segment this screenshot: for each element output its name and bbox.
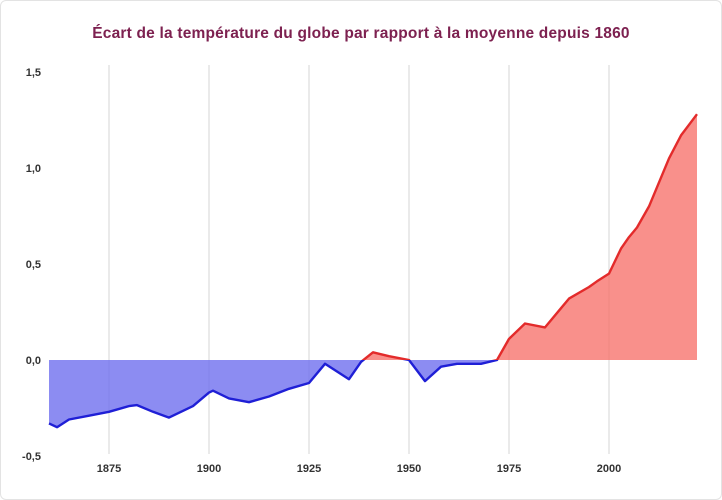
x-axis-tick-label: 1975 <box>497 463 521 475</box>
area-above-average <box>49 114 697 360</box>
x-axis-tick-label: 1900 <box>197 463 221 475</box>
x-axis-tick-label: 1950 <box>397 463 421 475</box>
x-axis-tick-label: 1875 <box>97 463 121 475</box>
area-below-average <box>49 360 697 428</box>
y-axis-tick-label: 0,5 <box>26 259 41 271</box>
x-axis-tick-label: 1925 <box>297 463 321 475</box>
chart-title: Écart de la température du globe par rap… <box>92 25 630 42</box>
temperature-line-negative <box>48 360 499 429</box>
y-axis-tick-label: 0,0 <box>26 355 41 367</box>
temperature-line-positive <box>361 113 698 360</box>
y-axis-tick-label: -0,5 <box>22 451 41 463</box>
y-axis-tick-label: 1,0 <box>26 163 41 175</box>
y-axis-tick-label: 1,5 <box>26 67 41 79</box>
x-axis-tick-label: 2000 <box>597 463 621 475</box>
